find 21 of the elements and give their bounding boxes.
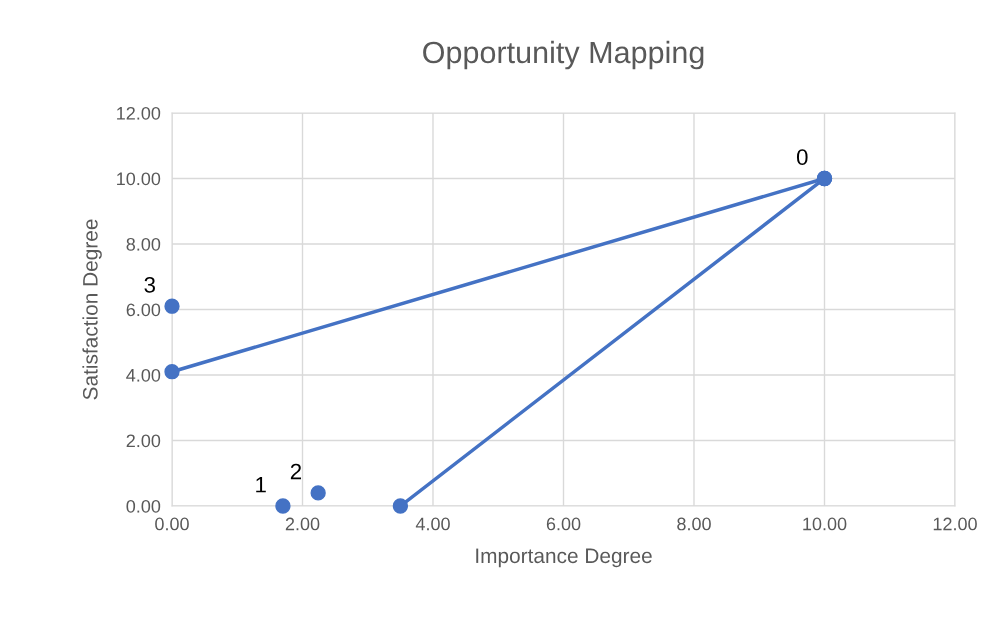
annotation: 3 [144, 277, 155, 293]
y-tick-label: 2.00 [126, 434, 161, 448]
x-tick-label: 10.00 [803, 517, 847, 531]
x-tick-label: 6.00 [546, 517, 581, 531]
annotation: 0 [796, 149, 808, 166]
x-tick-label: 2.00 [285, 517, 320, 531]
y-tick-label: 8.00 [126, 237, 161, 251]
y-tick-label: 12.00 [117, 106, 161, 120]
x-tick-label: 8.00 [677, 517, 711, 531]
annotation: 2 [290, 463, 301, 480]
y-tick-label: 10.00 [117, 172, 161, 186]
x-tick-label: 4.00 [415, 517, 450, 531]
x-tick-label: 0.00 [155, 517, 189, 531]
y-tick-label: 0.00 [126, 499, 161, 513]
x-tick-label: 12.00 [933, 517, 977, 531]
y-axis-title: Satisfaction Degree [82, 219, 102, 400]
annotation: 1 [256, 477, 266, 493]
chart-title: Opportunity Mapping [423, 40, 704, 70]
y-tick-label: 6.00 [126, 303, 161, 317]
y-tick-label: 4.00 [126, 368, 161, 382]
x-axis-title: Importance Degree [476, 548, 652, 568]
